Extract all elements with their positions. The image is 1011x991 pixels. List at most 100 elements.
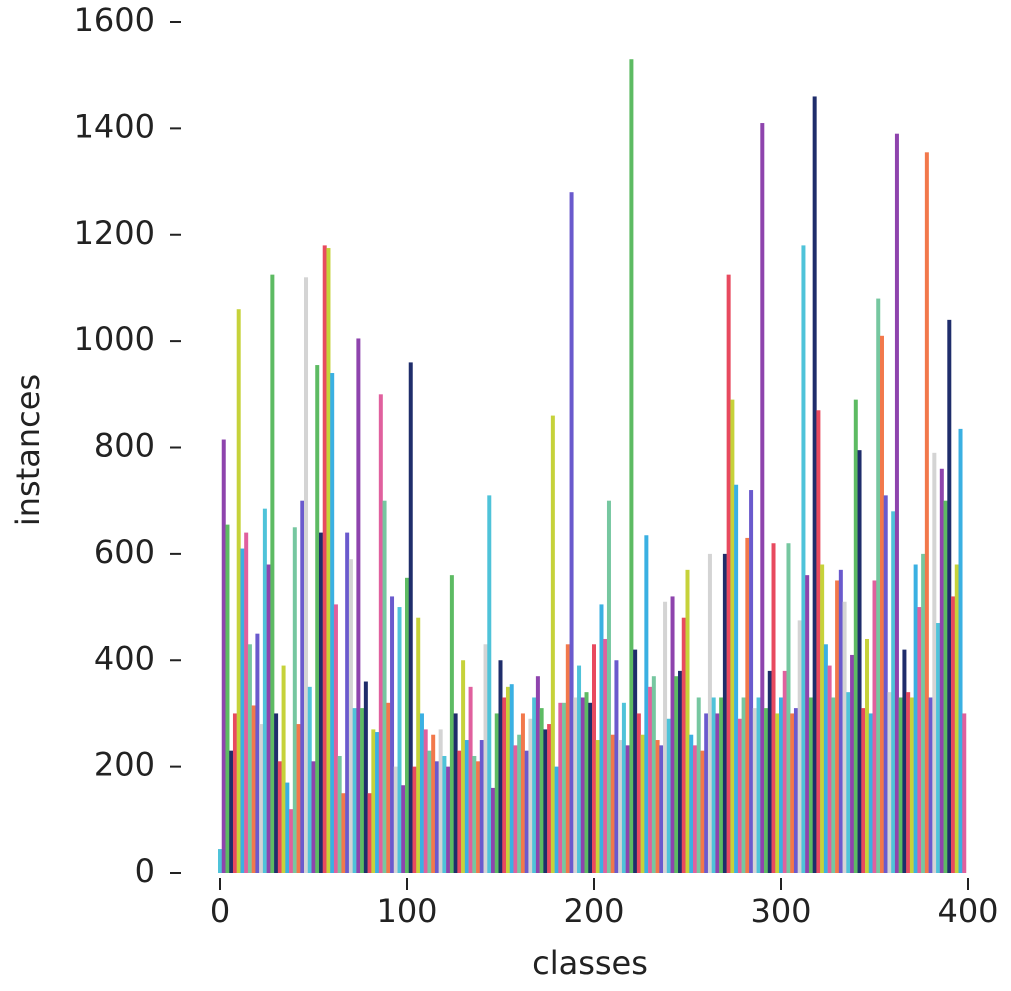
bar — [274, 713, 279, 873]
bar — [756, 697, 761, 873]
bar — [483, 644, 488, 873]
bar — [595, 740, 600, 873]
bar — [865, 638, 870, 873]
bar — [685, 569, 690, 873]
y-tick-label: 0 — [135, 852, 155, 890]
bar — [793, 708, 798, 873]
bar — [311, 761, 316, 873]
y-tick-label: 200 — [94, 746, 155, 784]
bar — [251, 705, 256, 873]
bar — [678, 670, 683, 873]
bar — [360, 708, 365, 873]
bar — [322, 245, 327, 873]
bar — [820, 564, 825, 873]
bar — [816, 410, 821, 873]
bar — [491, 787, 496, 873]
bar — [943, 500, 948, 873]
y-tick-label: 1000 — [74, 320, 155, 358]
bar — [367, 793, 372, 873]
x-tick-label: 400 — [937, 892, 998, 930]
bar — [281, 665, 286, 873]
bar — [304, 277, 309, 873]
bar — [337, 755, 342, 873]
bar — [659, 745, 664, 873]
bar — [835, 580, 840, 873]
bar — [629, 59, 634, 873]
bar — [883, 495, 888, 873]
bar — [891, 511, 896, 873]
bar — [921, 553, 926, 873]
bar — [722, 553, 727, 873]
bar — [307, 686, 312, 873]
bar — [577, 665, 582, 873]
bar — [790, 713, 795, 873]
bar — [592, 644, 596, 873]
bar — [539, 708, 544, 873]
y-tick-label: 1200 — [74, 214, 155, 252]
bar — [648, 686, 653, 873]
bar — [749, 490, 754, 873]
bar — [861, 708, 866, 873]
bar — [853, 399, 858, 873]
bar — [554, 766, 559, 873]
bar — [423, 729, 428, 873]
bar — [606, 500, 611, 873]
y-tick-label: 1600 — [74, 1, 155, 39]
bar — [909, 697, 914, 873]
bar — [663, 601, 668, 873]
bar — [479, 740, 484, 873]
bar — [289, 809, 294, 873]
bar — [573, 697, 578, 873]
bar — [696, 697, 701, 873]
y-tick-label: 600 — [94, 533, 155, 571]
bar — [562, 702, 567, 873]
bar — [618, 740, 623, 873]
bar — [244, 532, 249, 873]
x-tick-label: 300 — [750, 892, 811, 930]
bar — [812, 96, 817, 873]
bar — [580, 697, 585, 873]
bar — [375, 732, 380, 873]
bar — [315, 365, 320, 873]
bar — [614, 660, 619, 873]
bar — [434, 761, 439, 873]
bar — [378, 394, 383, 873]
bar — [958, 428, 963, 873]
bar — [808, 697, 813, 873]
x-tick-label: 200 — [563, 892, 624, 930]
bar — [550, 415, 555, 873]
y-tick-label: 400 — [94, 639, 155, 677]
bar — [846, 692, 851, 873]
bar — [584, 692, 589, 873]
bar — [262, 508, 267, 873]
bar — [681, 617, 686, 873]
bar — [947, 319, 952, 874]
bar — [468, 686, 473, 873]
bar — [266, 564, 271, 873]
bar — [520, 713, 525, 873]
bar — [823, 644, 828, 873]
bar — [760, 123, 765, 873]
bar — [419, 713, 424, 873]
bar — [831, 697, 836, 873]
bar — [547, 724, 552, 873]
bar — [782, 670, 787, 873]
bar — [842, 601, 847, 873]
bar — [655, 740, 660, 873]
bar — [438, 729, 443, 873]
bar — [621, 702, 626, 873]
bar — [569, 192, 574, 873]
bar — [292, 527, 297, 873]
y-tick-label: 800 — [94, 427, 155, 465]
bar — [924, 152, 929, 873]
bar — [345, 532, 350, 873]
bar — [752, 708, 757, 873]
bar — [236, 309, 241, 873]
bar — [229, 750, 234, 873]
bar — [715, 713, 720, 873]
bar — [711, 697, 716, 873]
bar — [906, 692, 911, 873]
bar — [300, 500, 305, 873]
bar — [726, 274, 731, 873]
